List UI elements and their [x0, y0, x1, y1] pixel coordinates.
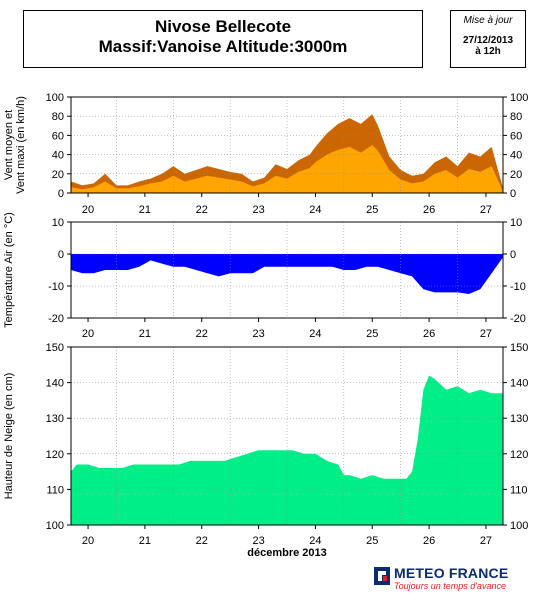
x-tick-label: 21 — [139, 535, 151, 547]
plot-frame — [70, 96, 504, 194]
x-tick-label: 26 — [423, 328, 435, 340]
y-tick-label: 0 — [58, 249, 64, 261]
x-tick-label: 26 — [423, 535, 435, 547]
x-tick-label: 23 — [252, 328, 264, 340]
x-tick-label: 22 — [196, 535, 208, 547]
y-tick-label-right: 140 — [510, 378, 528, 390]
y-tick-label-right: 80 — [510, 111, 522, 123]
x-tick-label: 22 — [196, 204, 208, 216]
x-tick-label: 27 — [480, 535, 492, 547]
y-tick-label: -10 — [48, 281, 64, 293]
x-axis-label: décembre 2013 — [247, 547, 327, 559]
update-label: Mise à jour — [463, 15, 513, 26]
x-tick-label: 26 — [423, 204, 435, 216]
y-tick-label: 150 — [46, 342, 64, 354]
y-tick-label: 20 — [52, 169, 64, 181]
y-tick-label-right: 0 — [510, 249, 516, 261]
x-tick-label: 27 — [480, 204, 492, 216]
y-tick-label-right: 120 — [510, 449, 528, 461]
x-tick-label: 27 — [480, 328, 492, 340]
series-wind_max — [71, 114, 503, 193]
y-tick-label-right: 150 — [510, 342, 528, 354]
station-name: Nivose Bellecote — [154, 17, 292, 36]
y-tick-label: 80 — [52, 111, 64, 123]
y-tick-label-right: 100 — [510, 92, 528, 104]
y-tick-label-right: -20 — [510, 313, 526, 325]
y-tick-label-right: 60 — [510, 130, 522, 142]
y-tick-label-right: 10 — [510, 217, 522, 229]
y-axis-label: Vent maxi (en km/h) — [15, 96, 27, 194]
y-tick-label: 60 — [52, 130, 64, 142]
y-tick-label: 140 — [46, 378, 64, 390]
update-time: à 12h — [475, 46, 501, 57]
series-snow — [71, 375, 503, 525]
x-tick-label: 23 — [252, 204, 264, 216]
series-wind_mean — [71, 145, 503, 193]
y-tick-label: 120 — [46, 449, 64, 461]
x-tick-label: 25 — [366, 328, 378, 340]
plot-frame — [70, 221, 504, 319]
x-tick-label: 20 — [82, 204, 94, 216]
y-tick-label-right: 20 — [510, 169, 522, 181]
y-tick-label-right: 0 — [510, 188, 516, 200]
y-tick-label: -20 — [48, 313, 64, 325]
series-temperature — [71, 254, 503, 294]
y-tick-label: 130 — [46, 413, 64, 425]
x-tick-label: 25 — [366, 535, 378, 547]
y-tick-label: 10 — [52, 217, 64, 229]
x-tick-label: 20 — [82, 535, 94, 547]
y-tick-label-right: 110 — [510, 484, 528, 496]
y-tick-label-right: 130 — [510, 413, 528, 425]
x-tick-label: 24 — [309, 204, 321, 216]
x-tick-label: 21 — [139, 204, 151, 216]
meteo-france-logo[interactable]: METEO FRANCE Toujours un temps d'avance — [372, 565, 532, 593]
brand-slogan: Toujours un temps d'avance — [394, 581, 506, 591]
x-tick-label: 22 — [196, 328, 208, 340]
y-tick-label: 100 — [46, 520, 64, 532]
massif-altitude: Massif:Vanoise Altitude:3000m — [98, 37, 348, 56]
brand-name: METEO FRANCE — [394, 565, 509, 581]
y-axis-label: Hauteur de Neige (en cm) — [3, 373, 15, 500]
update-date: 27/12/2013 — [462, 35, 514, 46]
x-tick-label: 24 — [309, 328, 321, 340]
x-tick-label: 24 — [309, 535, 321, 547]
y-axis-label: Vent moyen et — [3, 110, 15, 180]
y-tick-label-right: 40 — [510, 150, 522, 162]
x-tick-label: 20 — [82, 328, 94, 340]
y-tick-label: 0 — [58, 188, 64, 200]
y-tick-label-right: 100 — [510, 520, 528, 532]
update-box: Mise à jour 27/12/2013 à 12h — [450, 10, 526, 68]
station-header: Nivose Bellecote Massif:Vanoise Altitude… — [23, 10, 423, 68]
y-tick-label-right: -10 — [510, 281, 526, 293]
meteo-france-logo-icon — [374, 567, 390, 585]
y-axis-label: Température Air (en °C) — [3, 212, 15, 328]
y-tick-label: 110 — [46, 484, 64, 496]
y-tick-label: 40 — [52, 150, 64, 162]
x-tick-label: 21 — [139, 328, 151, 340]
x-tick-label: 23 — [252, 535, 264, 547]
y-tick-label: 100 — [46, 92, 64, 104]
x-tick-label: 25 — [366, 204, 378, 216]
plot-frame — [70, 346, 504, 526]
